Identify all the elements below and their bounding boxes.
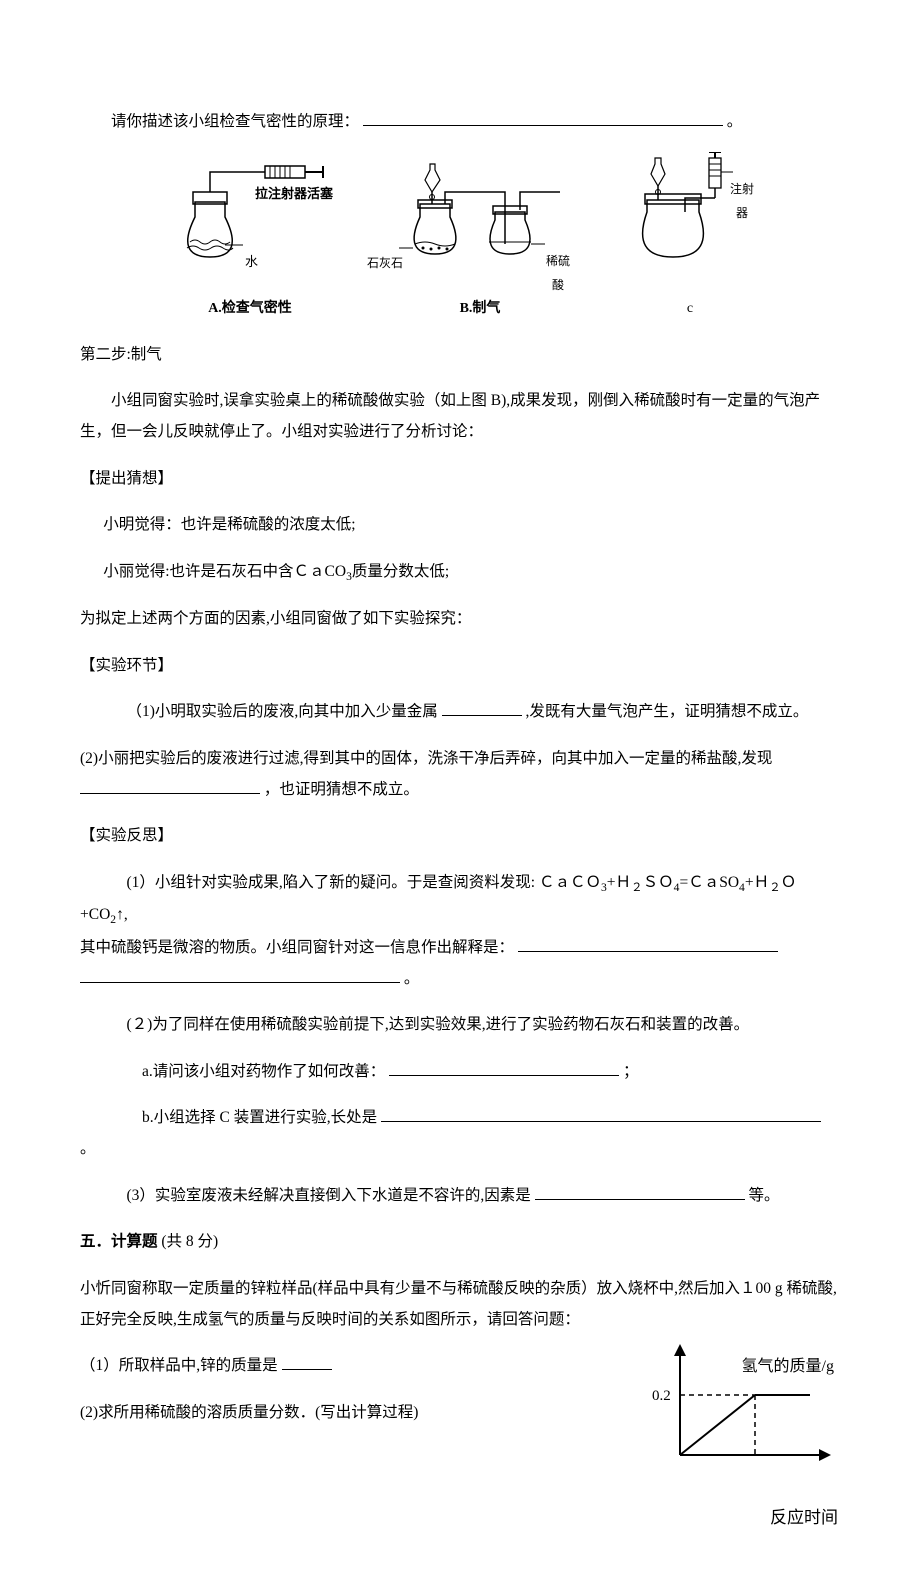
sec5-head: 五．计算题 xyxy=(80,1233,158,1250)
ref3-pre: (3）实验室废液未经解决直接倒入下水道是不容许的,因素是 xyxy=(127,1187,531,1204)
step2-heading: 第二步:制气 xyxy=(80,339,840,370)
describe-principle-line: 请你描述该小组检查气密性的原理： 。 xyxy=(80,106,840,137)
fig-c-syringe-label: 注射器 xyxy=(729,177,755,225)
exp-1: （1)小明取实验后的废液,向其中加入少量金属 ,发既有大量气泡产生，证明猜想不成… xyxy=(80,696,840,727)
section-5-heading: 五．计算题 (共 8 分) xyxy=(80,1226,840,1257)
reflect-2-intro: (２)为了同样在使用稀硫酸实验前提下,达到实验效果,进行了实验药物石灰石和装置的… xyxy=(80,1009,840,1040)
ref2a-post: ； xyxy=(623,1063,639,1080)
figure-row: 拉注射器活塞 水 A.检查气密性 xyxy=(80,152,840,323)
blank-exp1[interactable] xyxy=(442,699,522,716)
blank-ref1-b[interactable] xyxy=(80,965,400,982)
hypothesis-1: 小明觉得：也许是稀硫酸的浓度太低; xyxy=(80,509,840,540)
blank-ref2b[interactable] xyxy=(381,1105,821,1122)
hyp2-post: 质量分数太低; xyxy=(352,563,449,580)
figure-b: 石灰石 稀硫酸 B.制气 xyxy=(385,162,575,323)
hyp2-pre: 小丽觉得:也许是石灰石中含ＣａCO xyxy=(103,563,346,580)
figure-c: 注射器 c xyxy=(625,152,755,323)
blank-exp2[interactable] xyxy=(80,777,260,794)
fig-b-left-label: 石灰石 xyxy=(367,251,403,275)
sec5-points: (共 8 分) xyxy=(161,1233,218,1250)
hypothesis-conclude: 为拟定上述两个方面的因素,小组同窗做了如下实验探究： xyxy=(80,603,840,634)
ref1-arrow: ↑, xyxy=(116,906,128,923)
ref1-s2a: ２ xyxy=(631,881,643,894)
reflect-3: (3）实验室废液未经解决直接倒入下水道是不容许的,因素是 等。 xyxy=(80,1180,840,1211)
reflect-2b: b.小组选择 C 装置进行实验,长处是 。 xyxy=(80,1102,840,1164)
fig-a-caption: A.检查气密性 xyxy=(165,295,335,323)
reflect-head: 【实验反思】 xyxy=(80,820,840,851)
ref1-pre: (1）小组针对实验成果,陷入了新的疑问。于是查阅资料发现: ＣａＣＯ xyxy=(127,874,601,891)
fig-a-water-label: 水 xyxy=(245,249,258,275)
ref2a-text: a.请问该小组对药物作了如何改善： xyxy=(142,1063,385,1080)
graph-xlabel: 反应时间 xyxy=(640,1501,840,1535)
experiment-head: 【实验环节】 xyxy=(80,650,840,681)
exp1-pre: （1)小明取实验后的废液,向其中加入少量金属 xyxy=(127,703,438,720)
ref1-mid3: +Ｈ xyxy=(745,874,769,891)
step2-paragraph: 小组同窗实验时,误拿实验桌上的稀硫酸做实验（如上图 B),成果发现，刚倒入稀硫酸… xyxy=(80,385,840,447)
ref1-mid1: +Ｈ xyxy=(607,874,631,891)
reflect-1: (1）小组针对实验成果,陷入了新的疑问。于是查阅资料发现: ＣａＣＯ3+Ｈ２ＳＯ… xyxy=(80,867,840,994)
graph-block: 0.2 氢气的质量/g 反应时间 xyxy=(640,1340,840,1535)
ref2b-text: b.小组选择 C 装置进行实验,长处是 xyxy=(142,1109,377,1126)
exp2-post: ，也证明猜想不成立。 xyxy=(264,781,419,798)
exp2-pre: (2)小丽把实验后的废液进行过滤,得到其中的固体，洗涤干净后弄碎，向其中加入一定… xyxy=(80,750,772,767)
fig-b-caption: B.制气 xyxy=(385,295,575,323)
exp-2: (2)小丽把实验后的废液进行过滤,得到其中的固体，洗涤干净后弄碎，向其中加入一定… xyxy=(80,743,840,805)
ref1-s2b: ２ xyxy=(769,881,781,894)
period: 。 xyxy=(727,113,743,130)
ref3-post: 等。 xyxy=(749,1187,780,1204)
period-ref1: 。 xyxy=(404,970,420,987)
fig-a-plunger-label: 拉注射器活塞 xyxy=(255,181,333,207)
figure-a: 拉注射器活塞 水 A.检查气密性 xyxy=(165,162,335,323)
describe-text: 请你描述该小组检查气密性的原理： xyxy=(111,113,359,130)
period-ref2b: 。 xyxy=(80,1140,96,1157)
blank-principle[interactable] xyxy=(363,108,723,125)
reflect-2a: a.请问该小组对药物作了如何改善： ； xyxy=(80,1056,840,1087)
graph-ytick: 0.2 xyxy=(652,1388,671,1404)
blank-ref2a[interactable] xyxy=(389,1058,619,1075)
fig-b-right-label: 稀硫酸 xyxy=(541,249,575,297)
ref1-mid2: ＳＯ xyxy=(643,874,674,891)
blank-ref3[interactable] xyxy=(535,1182,745,1199)
fig-c-caption: c xyxy=(625,295,755,323)
hypothesis-head: 【提出猜想】 xyxy=(80,463,840,494)
blank-ref1-a[interactable] xyxy=(518,934,778,951)
calc-paragraph: 小忻同窗称取一定质量的锌粒样品(样品中具有少量不与稀硫酸反映的杂质）放入烧杯中,… xyxy=(80,1273,840,1335)
exp1-post: ,发既有大量气泡产生，证明猜想不成立。 xyxy=(526,703,809,720)
ref1-eq: =ＣａSO xyxy=(679,874,739,891)
calc-q1-text: （1）所取样品中,锌的质量是 xyxy=(80,1357,278,1374)
hypothesis-2: 小丽觉得:也许是石灰石中含ＣａCO3质量分数太低; xyxy=(80,556,840,588)
blank-calc-q1[interactable] xyxy=(282,1353,332,1370)
ref1-line2: 其中硫酸钙是微溶的物质。小组同窗针对这一信息作出解释是： xyxy=(80,939,514,956)
